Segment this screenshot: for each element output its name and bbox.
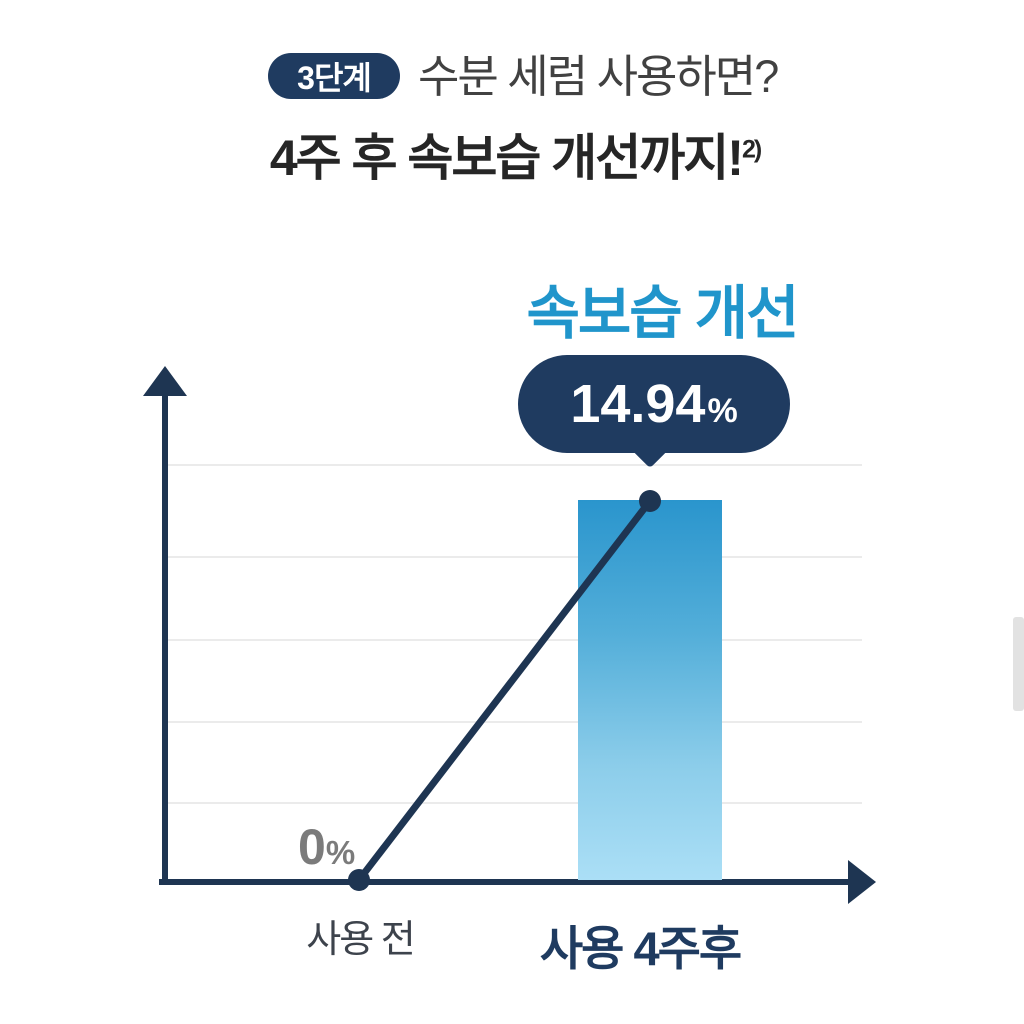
headline: 4주 후 속보습 개선까지!2) <box>0 118 1024 190</box>
baseline-value: 0 <box>298 819 326 875</box>
step-badge-label: 3단계 <box>297 60 372 96</box>
step-badge: 3단계 <box>268 53 400 99</box>
bar-after-4-weeks <box>578 500 722 880</box>
gridline <box>166 721 862 723</box>
scrollbar-thumb[interactable] <box>1013 617 1024 711</box>
y-axis-arrow-icon <box>143 366 187 396</box>
gridline <box>166 802 862 804</box>
x-axis <box>159 879 852 885</box>
chart-title: 속보습 개선 <box>526 281 800 346</box>
baseline-value-label: 0% <box>298 818 372 876</box>
headline-text: 4주 후 속보습 개선까지! <box>269 130 744 186</box>
x-axis-arrow-icon <box>848 860 876 904</box>
callout-value: 14.94 <box>570 374 706 434</box>
gridline <box>166 639 862 641</box>
gridline <box>166 556 862 558</box>
y-axis <box>162 394 168 884</box>
x-label-before-use: 사용 전 <box>306 919 415 961</box>
headline-footnote-marker: 2) <box>741 135 762 164</box>
header-question: 수분 세럼 사용하면? <box>418 51 779 102</box>
callout-bubble: 14.94 % <box>518 355 790 453</box>
gridline <box>166 464 862 466</box>
baseline-unit: % <box>325 834 356 871</box>
callout-unit: % <box>707 392 738 430</box>
x-label-after-4-weeks: 사용 4주후 <box>539 922 742 975</box>
